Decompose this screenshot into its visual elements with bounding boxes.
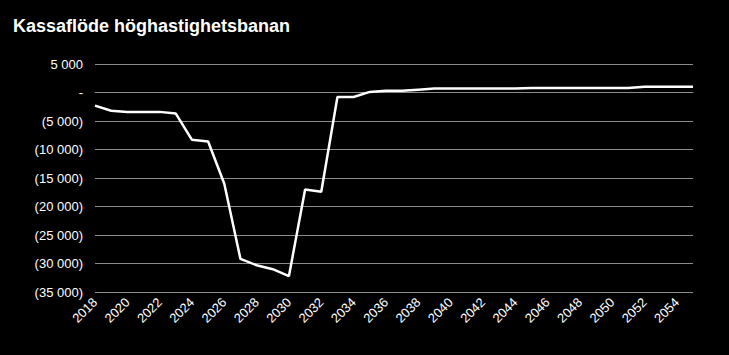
svg-text:2036: 2036 — [360, 295, 391, 326]
svg-text:2018: 2018 — [69, 295, 100, 326]
svg-text:2024: 2024 — [166, 295, 197, 326]
svg-text:2028: 2028 — [231, 295, 262, 326]
svg-text:2046: 2046 — [522, 295, 553, 326]
svg-text:2032: 2032 — [296, 295, 327, 326]
svg-text:5 000: 5 000 — [50, 57, 83, 72]
svg-text:-: - — [79, 85, 83, 100]
svg-text:2042: 2042 — [457, 295, 488, 326]
svg-text:(30 000): (30 000) — [35, 256, 83, 271]
svg-text:(25 000): (25 000) — [35, 228, 83, 243]
svg-text:2020: 2020 — [102, 295, 133, 326]
svg-text:2044: 2044 — [489, 295, 520, 326]
svg-text:2048: 2048 — [554, 295, 585, 326]
svg-text:2038: 2038 — [393, 295, 424, 326]
svg-text:2030: 2030 — [263, 295, 294, 326]
svg-text:2040: 2040 — [425, 295, 456, 326]
svg-text:2052: 2052 — [619, 295, 650, 326]
svg-text:(20 000): (20 000) — [35, 199, 83, 214]
svg-text:2050: 2050 — [586, 295, 617, 326]
svg-text:2026: 2026 — [199, 295, 230, 326]
svg-text:2022: 2022 — [134, 295, 165, 326]
svg-text:Kassaflöde höghastighetsbanan: Kassaflöde höghastighetsbanan — [13, 16, 290, 36]
svg-text:2054: 2054 — [651, 295, 682, 326]
svg-text:(15 000): (15 000) — [35, 171, 83, 186]
svg-text:(35 000): (35 000) — [35, 285, 83, 300]
svg-text:2034: 2034 — [328, 295, 359, 326]
svg-text:(5 000): (5 000) — [42, 114, 83, 129]
svg-text:(10 000): (10 000) — [35, 142, 83, 157]
